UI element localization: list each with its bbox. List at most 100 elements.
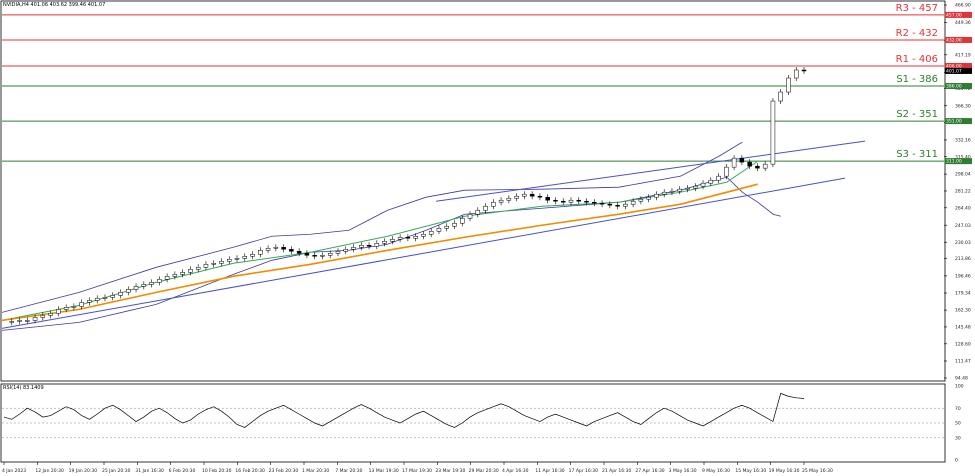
candle-body <box>32 317 38 321</box>
rsi-tick-label: 0 <box>955 458 958 464</box>
time-axis: 4 Jan 2023 12 Jan 20:30 19 Jan 20:30 25 Jan… <box>2 462 833 474</box>
candle-body <box>452 222 457 227</box>
y-tick-label: 196.46 <box>955 273 971 279</box>
level-price-tag <box>945 62 972 69</box>
support-resistance-levels: R3 - 457 R2 - 432 R1 - 406 S1 - 386 S2 - 351… <box>2 3 944 162</box>
candle-body <box>537 195 543 198</box>
candle-body <box>522 193 527 197</box>
moving-average-slow <box>1 183 758 322</box>
x-tick-label: 17 Mar 19:30 <box>402 468 432 474</box>
y-tick-label: 111.47 <box>955 359 971 365</box>
candle-body <box>421 234 426 237</box>
candle-body <box>514 195 519 199</box>
x-tick-label: 15 May 16:30 <box>735 468 766 474</box>
candle-body <box>475 209 481 215</box>
candle-body <box>397 237 403 240</box>
candle-body <box>498 199 504 203</box>
candle-body <box>568 199 574 203</box>
candle-body <box>630 200 636 205</box>
candle-body <box>793 69 799 79</box>
x-tick-label: 9 May 16:30 <box>702 468 730 474</box>
level-price-tag <box>945 11 972 18</box>
current-price-tag-text: 401.07 <box>946 69 962 75</box>
candle-body <box>584 200 589 203</box>
candle-body <box>685 187 690 190</box>
candle-body <box>607 203 613 206</box>
candle-body <box>226 259 232 262</box>
candle-body <box>9 321 15 323</box>
candle-body <box>560 200 566 203</box>
candle-body <box>203 264 209 268</box>
candle-body <box>623 203 628 207</box>
channel-upper-line <box>436 140 866 202</box>
rsi-title: RSI(14) 83.1409 <box>3 385 44 391</box>
level-price-tag-text: 386.00 <box>946 84 962 90</box>
level-price-tag-text: 406.00 <box>946 64 962 70</box>
candle-body <box>491 201 496 207</box>
candle-body <box>343 249 348 252</box>
candle-body <box>654 193 659 198</box>
x-tick-label: 10 Feb 20:30 <box>202 468 232 474</box>
x-tick-label: 4 Jan 2023 <box>2 468 26 474</box>
candle-body <box>669 190 675 193</box>
level-label: R3 - 457 <box>896 3 938 14</box>
level-price-tag-text: 311.00 <box>946 159 962 165</box>
x-tick-label: 23 Mar 19:30 <box>435 468 465 474</box>
candle-body <box>382 241 387 244</box>
y-tick-label: 230.03 <box>955 240 971 246</box>
price-tags: 457.00 432.00 406.00 386.00 351.00 311.00 401.… <box>945 11 972 165</box>
candle-body <box>195 267 201 270</box>
candle-body <box>17 320 22 322</box>
x-tick-label: 16 Feb 20:30 <box>235 468 265 474</box>
y-tick-label: 128.60 <box>955 341 971 347</box>
y-tick-label: 366.30 <box>955 103 971 109</box>
candle-body <box>87 300 92 303</box>
candle-body <box>599 202 605 205</box>
y-tick-label: 449.36 <box>955 20 971 26</box>
current-price-tag <box>945 67 972 74</box>
rsi-plot-frame <box>0 383 946 463</box>
candle-body <box>351 247 356 250</box>
candle-body <box>219 261 224 264</box>
candle-body <box>71 306 77 308</box>
candle-body <box>545 196 550 201</box>
x-tick-label: 7 Mar 20:30 <box>335 468 362 474</box>
candle-body <box>413 236 418 239</box>
channel-lower-line <box>1 177 846 329</box>
x-tick-label: 23 Feb 20:30 <box>269 468 299 474</box>
level-label: S3 - 311 <box>896 149 938 160</box>
candle-body <box>40 315 46 318</box>
candle-body <box>693 185 698 189</box>
candle-body <box>149 282 154 285</box>
x-tick-label: 25 Jan 20:30 <box>102 468 131 474</box>
candle-body <box>366 245 372 247</box>
level-label: R2 - 432 <box>896 28 938 39</box>
x-tick-label: 19 May 16:30 <box>769 468 800 474</box>
x-tick-label: 11 Apr 16:30 <box>535 468 564 474</box>
candle-body <box>778 91 783 102</box>
candle-body <box>180 272 185 275</box>
candle-body <box>172 274 178 277</box>
level-price-tag <box>945 158 972 165</box>
candle-body <box>48 313 53 316</box>
candle-body <box>755 165 760 169</box>
candle-body <box>164 276 170 280</box>
y-tick-label: 94.48 <box>955 376 968 382</box>
candle-body <box>304 253 310 256</box>
rsi-line <box>3 392 805 428</box>
level-label: R1 - 406 <box>896 54 938 65</box>
x-tick-label: 31 Jan 16:30 <box>135 468 164 474</box>
y-tick-label: 247.03 <box>955 223 971 229</box>
candle-body <box>739 157 745 163</box>
candle-body <box>102 297 108 299</box>
candle-body <box>296 251 302 254</box>
candle-body <box>118 292 123 296</box>
y-tick-label: 179.34 <box>955 291 971 297</box>
candle-body <box>646 196 651 200</box>
x-tick-label: 1 Mar 20:30 <box>302 468 329 474</box>
y-tick-label: 298.04 <box>955 172 971 178</box>
candle-body <box>428 231 434 235</box>
candle-body <box>312 255 317 257</box>
rsi-tick-label: 100 <box>955 384 964 390</box>
